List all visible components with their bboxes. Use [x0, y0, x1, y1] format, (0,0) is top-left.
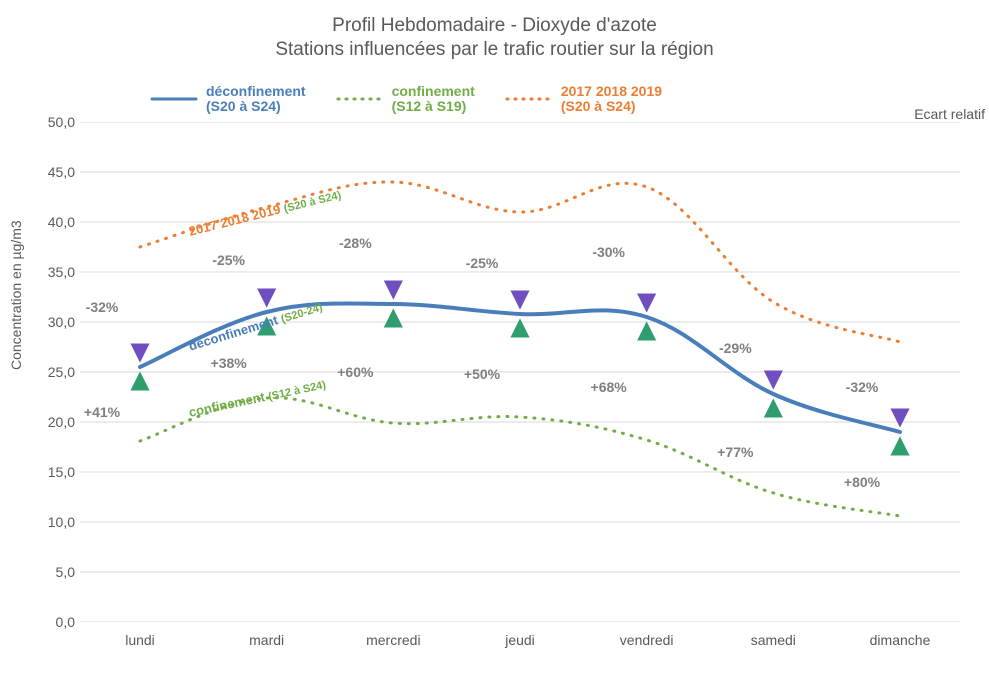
annotation-down: -32%: [86, 299, 119, 315]
y-axis-label: Concentration en µg/m3: [8, 220, 24, 370]
annotation-up: +80%: [844, 474, 880, 490]
annotation-down: -30%: [592, 244, 625, 260]
annotation-down: -32%: [846, 379, 879, 395]
x-tick-label: mercredi: [366, 632, 420, 648]
x-tick-label: lundi: [125, 632, 155, 648]
title-line-2: Stations influencées par le trafic routi…: [0, 38, 989, 62]
annotation-up: +41%: [84, 404, 120, 420]
legend-item-ref: 2017 2018 2019 (S20 à S24): [505, 84, 662, 115]
annotation-up: +50%: [464, 366, 500, 382]
chart-title: Profil Hebdomadaire - Dioxyde d'azote St…: [0, 14, 989, 62]
ecart-relatif-label: Ecart relatif: [914, 106, 985, 122]
y-tick-label: 0,0: [35, 614, 75, 630]
x-tick-label: mardi: [249, 632, 284, 648]
legend-label: confinement (S12 à S19): [392, 84, 475, 115]
legend-item-conf: confinement (S12 à S19): [336, 84, 475, 115]
y-tick-label: 15,0: [35, 464, 75, 480]
annotation-down: -29%: [719, 340, 752, 356]
x-tick-label: jeudi: [505, 632, 535, 648]
y-tick-label: 10,0: [35, 514, 75, 530]
annotation-down: -25%: [466, 255, 499, 271]
y-tick-label: 45,0: [35, 164, 75, 180]
legend-label: 2017 2018 2019 (S20 à S24): [561, 84, 662, 115]
title-line-1: Profil Hebdomadaire - Dioxyde d'azote: [0, 14, 989, 38]
y-tick-label: 30,0: [35, 314, 75, 330]
y-tick-label: 40,0: [35, 214, 75, 230]
y-tick-label: 25,0: [35, 364, 75, 380]
x-tick-label: vendredi: [620, 632, 674, 648]
annotation-up: +38%: [211, 355, 247, 371]
y-tick-label: 5,0: [35, 564, 75, 580]
y-tick-label: 50,0: [35, 114, 75, 130]
annotation-up: +60%: [337, 364, 373, 380]
x-tick-label: dimanche: [870, 632, 931, 648]
plot-area: [80, 122, 960, 622]
y-tick-label: 35,0: [35, 264, 75, 280]
legend: déconfinement (S20 à S24) confinement (S1…: [150, 84, 950, 115]
annotation-up: +68%: [591, 379, 627, 395]
legend-item-deconf: déconfinement (S20 à S24): [150, 84, 306, 115]
y-tick-label: 20,0: [35, 414, 75, 430]
x-tick-label: samedi: [751, 632, 796, 648]
annotation-down: -25%: [212, 252, 245, 268]
annotation-down: -28%: [339, 235, 372, 251]
chart-container: { "title": { "line1": "Profil Hebdomadai…: [0, 0, 989, 689]
legend-label: déconfinement (S20 à S24): [206, 84, 306, 115]
series-confinement-line: [140, 398, 900, 516]
annotation-up: +77%: [717, 444, 753, 460]
